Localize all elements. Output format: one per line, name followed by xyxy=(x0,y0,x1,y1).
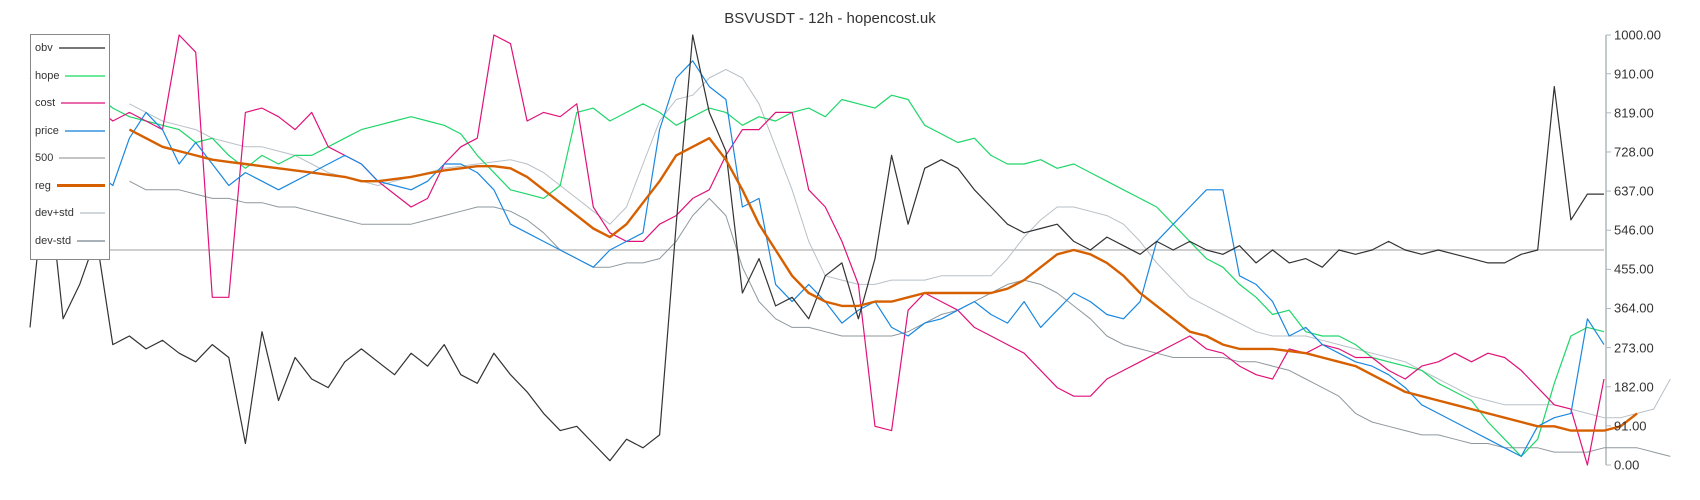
chart-legend: obv hope cost price 500 reg dev+std dev-std xyxy=(30,34,110,260)
legend-swatch-icon xyxy=(77,239,105,242)
series-obv-line xyxy=(29,34,1604,462)
legend-swatch-icon xyxy=(58,47,105,49)
legend-item-price[interactable]: price xyxy=(35,123,105,139)
legend-swatch-icon xyxy=(59,157,105,159)
y-tick-label: 91.00 xyxy=(1614,418,1647,434)
legend-label: reg xyxy=(35,179,51,192)
legend-item-obv[interactable]: obv xyxy=(35,40,105,56)
legend-swatch-icon xyxy=(61,102,105,104)
y-tick-label: 910.00 xyxy=(1614,66,1654,82)
y-tick-label: 182.00 xyxy=(1614,379,1654,395)
legend-item-cost[interactable]: cost xyxy=(35,95,105,111)
legend-item-dev-std[interactable]: dev-std xyxy=(35,233,105,249)
y-tick-label: 1000.00 xyxy=(1614,27,1661,43)
series-price-line xyxy=(29,60,1605,457)
series-layer xyxy=(29,34,1671,466)
series-reg-line xyxy=(128,128,1638,432)
y-axis xyxy=(1605,34,1611,466)
y-tick-label: 0.00 xyxy=(1614,457,1640,473)
chart-title: BSVUSDT - 12h - hopencost.uk xyxy=(724,10,936,27)
series-dev-std-line xyxy=(129,180,1671,457)
legend-label: dev+std xyxy=(35,207,74,219)
y-tick-label: 637.00 xyxy=(1614,183,1654,199)
y-tick-label: 273.00 xyxy=(1614,340,1654,356)
legend-label: price xyxy=(35,124,59,137)
y-tick-label: 546.00 xyxy=(1614,222,1654,238)
legend-item-reg[interactable]: reg xyxy=(35,178,105,194)
legend-swatch-icon xyxy=(65,74,105,77)
legend-label: obv xyxy=(35,42,53,54)
legend-swatch-icon xyxy=(64,129,105,132)
y-tick-label: 364.00 xyxy=(1614,300,1654,316)
legend-swatch-icon xyxy=(79,212,105,214)
legend-item-hope[interactable]: hope xyxy=(35,68,105,84)
legend-item-500[interactable]: 500 xyxy=(35,150,105,166)
legend-label: dev-std xyxy=(35,234,72,247)
series-cost-line xyxy=(29,34,1605,466)
legend-label: cost xyxy=(35,97,56,109)
legend-swatch-icon xyxy=(56,184,105,187)
legend-item-dev-std[interactable]: dev+std xyxy=(35,205,105,221)
y-tick-label: 819.00 xyxy=(1614,105,1654,121)
series-dev-std-line xyxy=(129,68,1671,419)
y-tick-label: 728.00 xyxy=(1614,144,1654,160)
legend-label: hope xyxy=(35,69,60,82)
legend-label: 500 xyxy=(35,152,54,164)
series-hope-line xyxy=(29,55,1605,457)
y-tick-label: 455.00 xyxy=(1614,261,1654,277)
